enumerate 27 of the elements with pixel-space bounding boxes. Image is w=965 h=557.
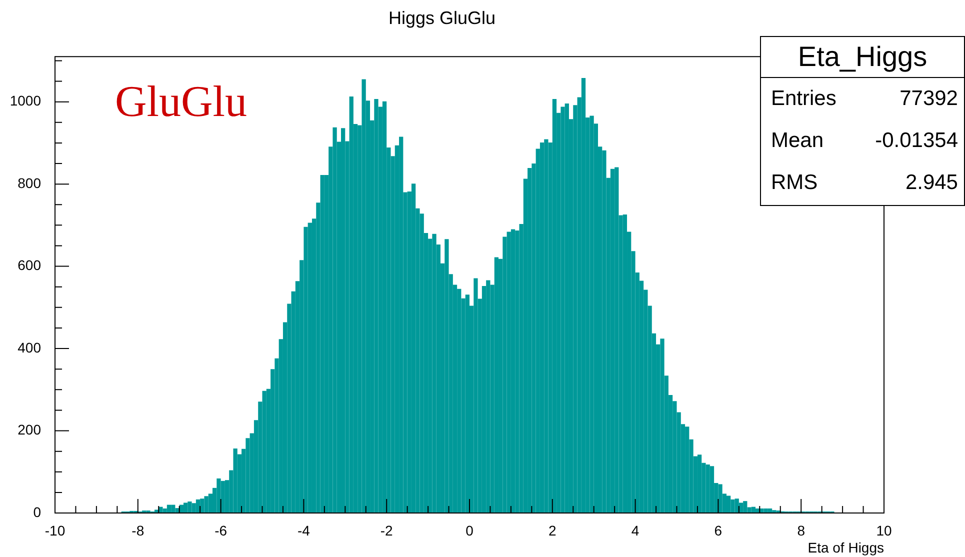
annotation: GluGlu xyxy=(115,77,247,126)
x-tick-label: 4 xyxy=(631,522,640,538)
annotation: Mean xyxy=(771,128,824,154)
x-tick-label: 8 xyxy=(797,522,806,538)
y-tick-label: 200 xyxy=(18,422,42,438)
annotation: RMS xyxy=(771,170,818,196)
x-tick-label: 2 xyxy=(548,522,556,538)
annotation: -0.01354 xyxy=(875,128,958,154)
x-tick-label: -8 xyxy=(132,522,144,538)
x-tick-label: -2 xyxy=(380,522,394,538)
y-tick-label: 1000 xyxy=(10,92,42,109)
y-tick-label: 800 xyxy=(18,174,42,191)
annotation: Entries xyxy=(771,86,836,112)
x-tick-label: 6 xyxy=(714,522,722,538)
text: 77392 xyxy=(900,86,958,112)
y-tick-label: 600 xyxy=(18,257,42,274)
text: 2.945 xyxy=(905,170,958,196)
y-tick-label: 0 xyxy=(33,504,42,520)
x-axis-title: Eta of Higgs xyxy=(808,539,884,556)
x-tick-label: 0 xyxy=(466,522,474,538)
x-tick-label: 10 xyxy=(876,522,892,538)
annotation: Eta_Higgs xyxy=(761,37,964,78)
chart-title: Higgs GluGlu xyxy=(388,8,496,28)
x-tick-label: -10 xyxy=(44,522,66,538)
x-tick-label: -6 xyxy=(214,522,228,538)
y-tick-label: 400 xyxy=(18,339,42,356)
x-tick-label: -4 xyxy=(297,522,310,538)
